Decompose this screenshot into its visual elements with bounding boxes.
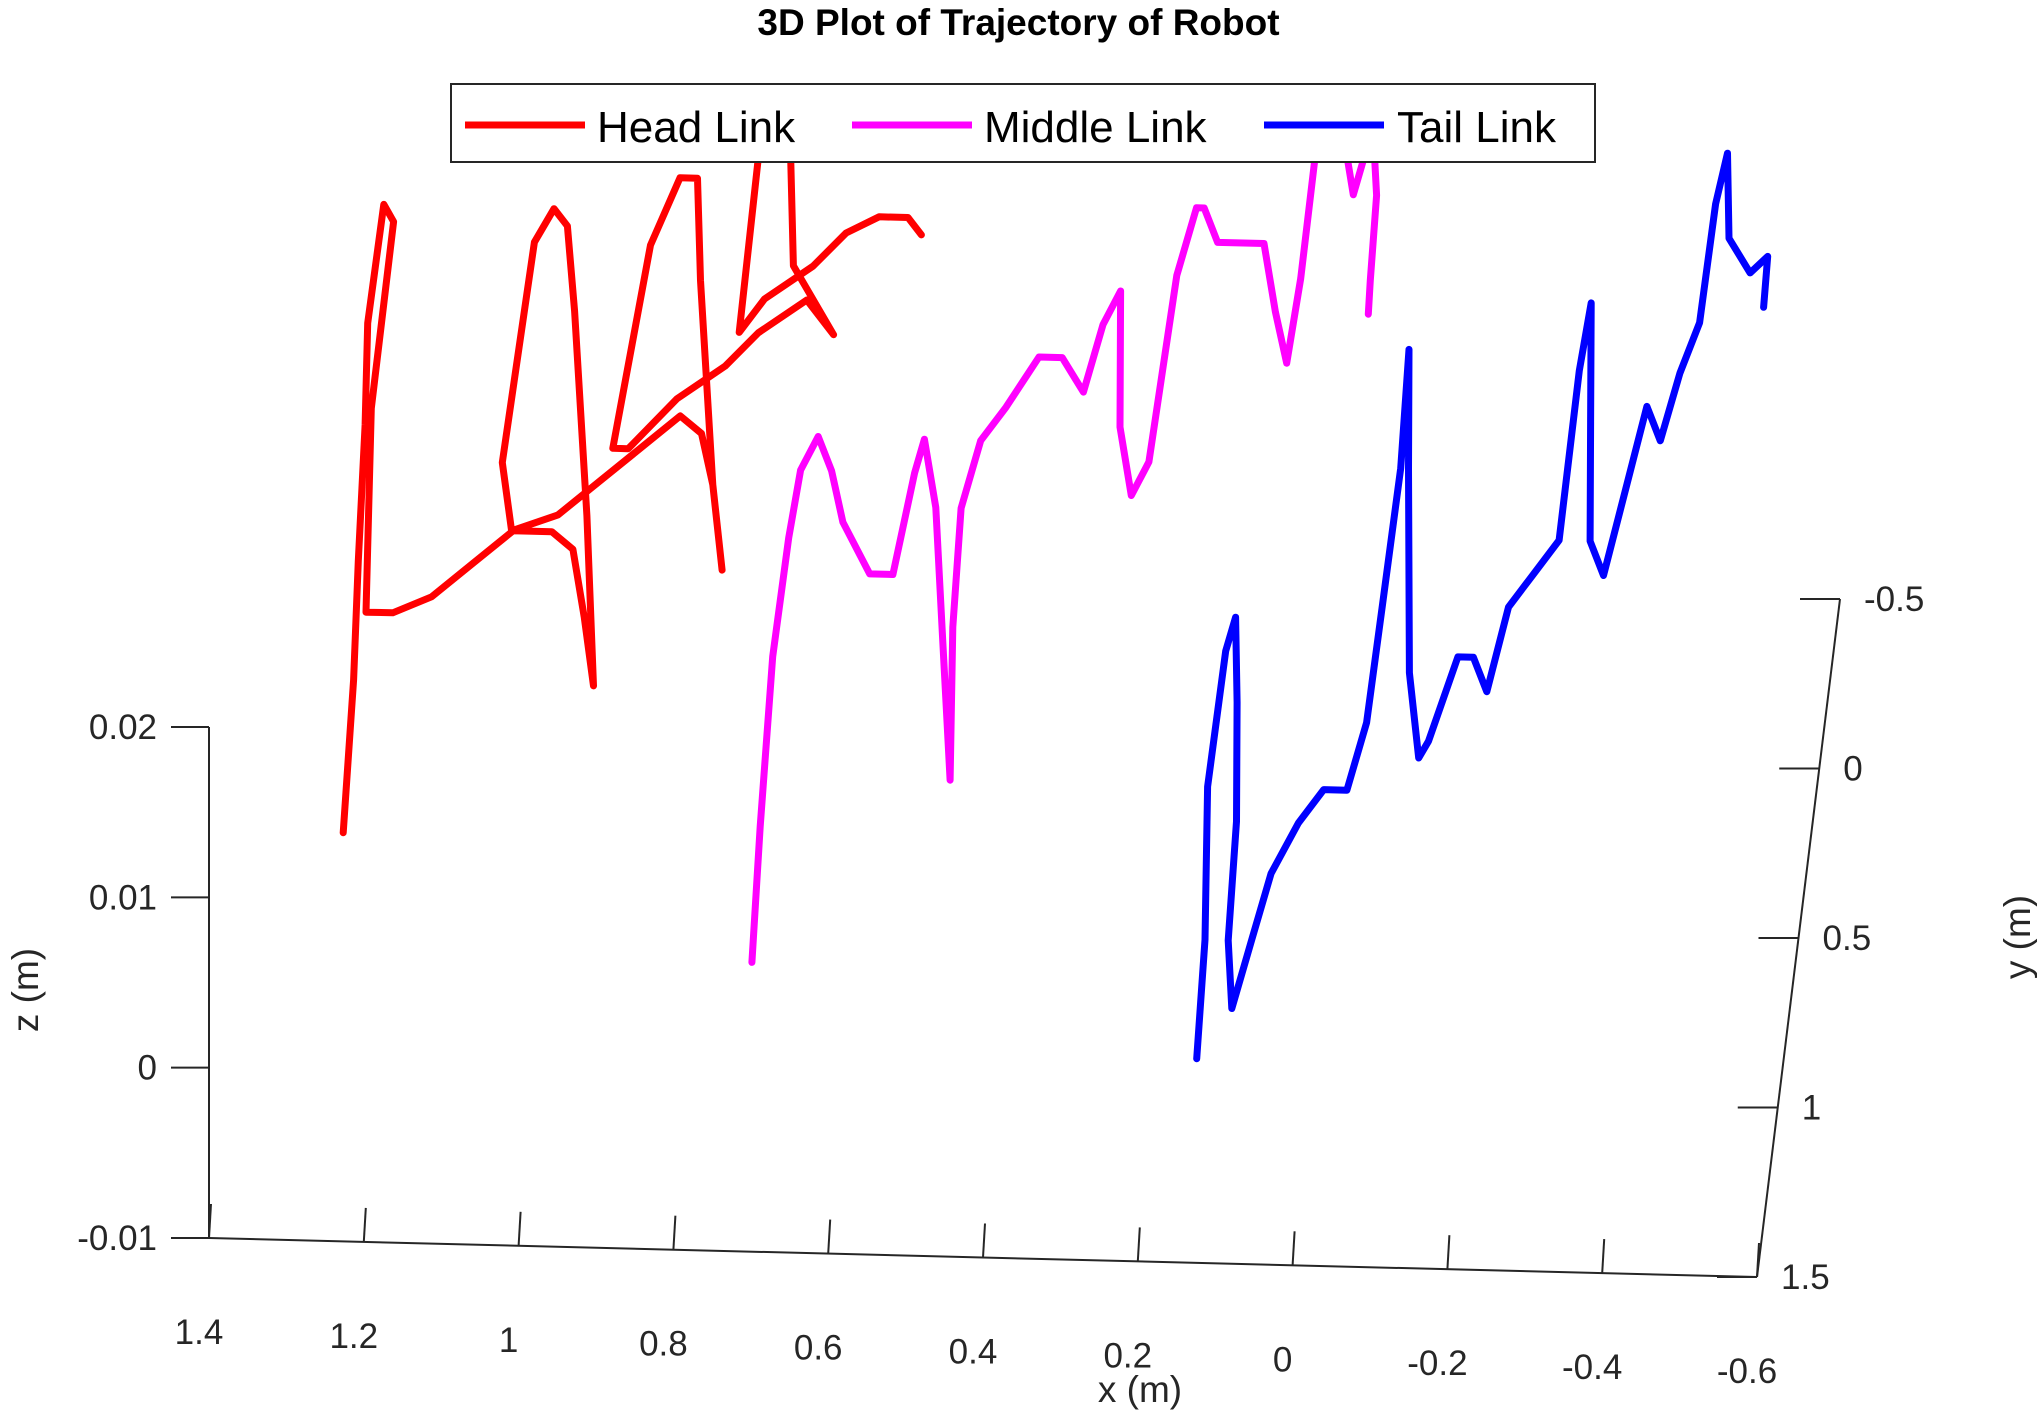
x-tick-mark (982, 1223, 986, 1258)
series-line-middle-link (748, 88, 1381, 966)
x-tick-label: 0.6 (794, 1329, 843, 1368)
ticks-layer: 1.4 1.2 1 0.8 0.6 0.4 0.2 0 -0.2 -0.4 -0.6 -0.5 0 0.5… (77, 580, 1924, 1391)
x-tick-mark (827, 1219, 832, 1254)
z-axis-label: z (m) (5, 948, 46, 1032)
x-tick-label: 0.4 (949, 1333, 998, 1372)
x-tick-label: 0 (1273, 1340, 1292, 1379)
legend-label-middle: Middle Link (984, 103, 1208, 152)
y-tick-label: 1.5 (1781, 1258, 1830, 1297)
x-tick-mark (208, 1203, 212, 1239)
series-layer (339, 88, 1772, 1063)
y-tick-label: 0.5 (1823, 919, 1872, 958)
x-tick-label: 0.2 (1103, 1336, 1152, 1375)
legend-label-tail: Tail Link (1397, 103, 1557, 152)
z-tick-label: -0.01 (77, 1219, 157, 1258)
x-tick-label: 1.4 (175, 1313, 224, 1352)
series-line-head-link (339, 91, 925, 837)
y-tick-label: -0.5 (1864, 580, 1924, 619)
chart-title: 3D Plot of Trajectory of Robot (757, 2, 1280, 43)
x-tick-mark (1756, 1242, 1760, 1278)
x-tick-mark (517, 1211, 522, 1246)
z-tick-label: 0 (138, 1049, 157, 1088)
x-tick-label: -0.2 (1407, 1344, 1467, 1383)
x-axis-label: x (m) (1098, 1369, 1182, 1410)
x-tick-label: 1.2 (329, 1317, 378, 1356)
x-tick-mark (1601, 1239, 1606, 1274)
x-tick-mark (362, 1207, 367, 1242)
x-tick-mark (1291, 1231, 1296, 1266)
z-tick-label: 0.02 (89, 708, 157, 747)
axes-layer (208, 598, 1841, 1278)
y-tick-label: 1 (1802, 1089, 1821, 1128)
x-tick-label: 0.8 (639, 1325, 688, 1364)
z-tick-label: 0.01 (89, 878, 157, 917)
legend: Head Link Middle Link Tail Link (450, 83, 1596, 163)
x-tick-label: -0.6 (1717, 1352, 1777, 1391)
x-tick-mark (1136, 1227, 1141, 1262)
y-axis-label: y (m) (1997, 895, 2037, 979)
legend-box (450, 83, 1596, 163)
x-tick-mark (672, 1215, 677, 1250)
x-tick-label: -0.4 (1562, 1348, 1622, 1387)
series-line-tail-link (1193, 149, 1772, 1063)
x-tick-mark (1446, 1235, 1451, 1270)
y-tick-label: 0 (1843, 750, 1862, 789)
x-tick-label: 1 (499, 1321, 518, 1360)
legend-label-head: Head Link (597, 103, 796, 152)
